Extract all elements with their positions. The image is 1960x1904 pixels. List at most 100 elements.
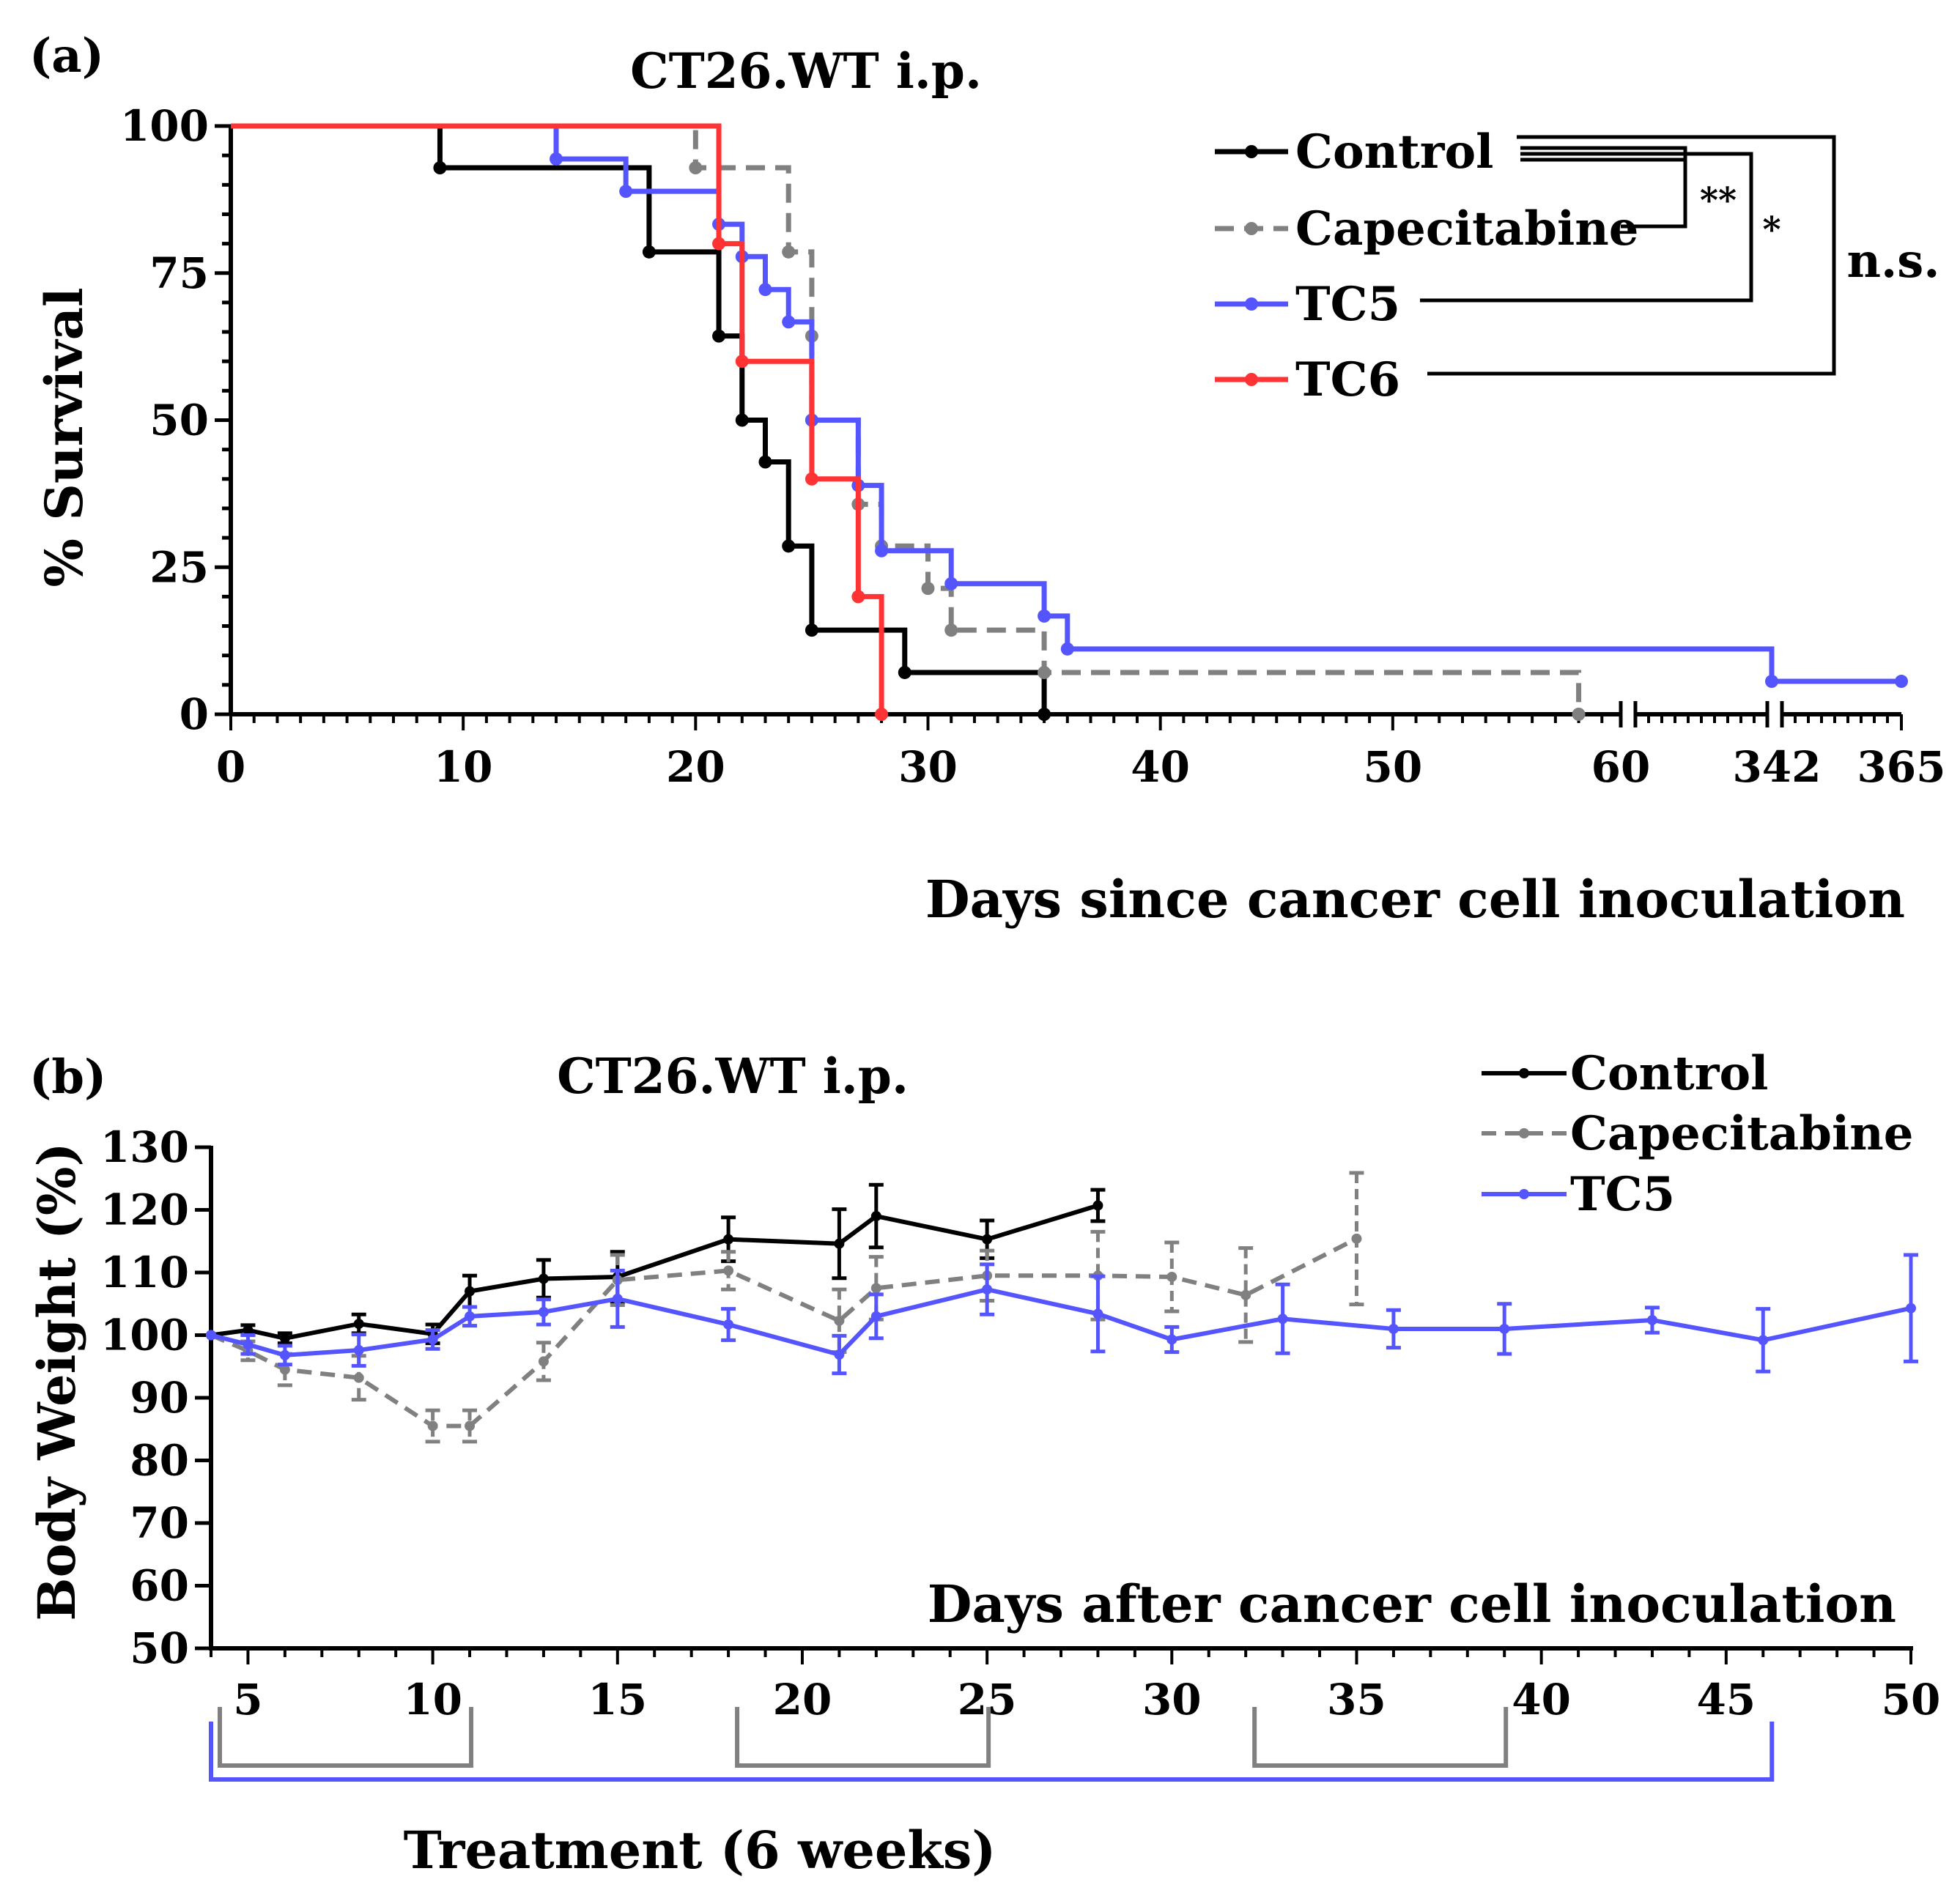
- data-point: [1646, 1314, 1657, 1325]
- survival-point: [433, 161, 447, 175]
- data-point: [538, 1356, 549, 1367]
- a-y-tick-label-25: 25: [149, 542, 209, 592]
- data-point: [834, 1349, 845, 1360]
- legend-marker-control: [1245, 145, 1258, 158]
- panel-b-series: [206, 1171, 1918, 1444]
- survival-point: [944, 623, 958, 637]
- survival-point: [944, 577, 958, 590]
- survival-point: [735, 355, 749, 368]
- survival-point: [712, 237, 726, 251]
- a-y-tick-label-100: 100: [120, 101, 209, 151]
- survival-point: [619, 185, 633, 199]
- panel-b-x-axis-title: Days after cancer cell inoculation: [928, 1574, 1896, 1634]
- treatment-bracket-tc5: [209, 1722, 1775, 1782]
- a-x-tick-label-20: 20: [666, 742, 725, 792]
- legend-label-control: Control: [1295, 125, 1493, 179]
- survival-point: [1038, 665, 1051, 679]
- data-point: [465, 1311, 476, 1322]
- data-point: [206, 1330, 216, 1341]
- survival-point: [550, 152, 563, 166]
- b-x-tick-label-50: 50: [1882, 1675, 1941, 1725]
- series-line-capecitabine: [210, 1237, 1358, 1429]
- data-point: [427, 1420, 438, 1431]
- panel-a-label: (a): [29, 29, 104, 84]
- series-line-capecitabine: [231, 123, 1582, 714]
- series-capecitabine: [206, 1171, 1364, 1444]
- treatment-label: Treatment (6 weeks): [404, 1820, 996, 1881]
- a-x-tick-label-10: 10: [434, 742, 493, 792]
- b-y-tick-label-100: 100: [100, 1311, 189, 1360]
- survival-point: [851, 590, 865, 604]
- survival-point: [689, 161, 703, 175]
- series-line-tc5: [231, 123, 1901, 684]
- data-point: [1351, 1233, 1362, 1244]
- data-point: [1277, 1314, 1288, 1325]
- b-y-tick-label-130: 130: [100, 1122, 189, 1172]
- b-y-tick-label-50: 50: [130, 1623, 189, 1673]
- data-point: [1758, 1335, 1769, 1346]
- legend-marker-tc5: [1519, 1189, 1529, 1199]
- data-point: [982, 1284, 993, 1295]
- bracket-control-tc5: [1420, 152, 1753, 303]
- survival-point: [712, 329, 726, 343]
- significance-label-ns: n.s.: [1846, 234, 1939, 289]
- data-point: [465, 1420, 476, 1431]
- legend-label-control: Control: [1570, 1046, 1768, 1101]
- series-line-tc5: [210, 1287, 1912, 1357]
- survival-point: [1895, 675, 1908, 689]
- series-line-tc6: [231, 123, 884, 714]
- panel-a-title: CT26.WT i.p.: [630, 42, 982, 100]
- data-point: [1240, 1289, 1251, 1300]
- legend-marker-capecitabine: [1519, 1128, 1529, 1138]
- treatment-bracket-capecitabine: [1252, 1707, 1509, 1768]
- survival-point: [758, 455, 772, 469]
- data-point: [723, 1234, 734, 1245]
- survival-point: [805, 623, 818, 637]
- panel-b-y-axis-title: Body Weight (%): [26, 1142, 87, 1620]
- data-point: [353, 1345, 364, 1356]
- data-point: [243, 1339, 254, 1350]
- bracket-control-tc6: [1427, 135, 1836, 376]
- data-point: [538, 1306, 549, 1317]
- legend-marker-tc5: [1245, 297, 1258, 311]
- series-line-control: [210, 1203, 1099, 1341]
- b-y-tick-label-90: 90: [130, 1373, 189, 1423]
- data-point: [427, 1334, 438, 1345]
- survival-point: [642, 245, 656, 259]
- data-point: [465, 1286, 476, 1297]
- survival-point: [898, 665, 911, 679]
- data-point: [243, 1325, 254, 1336]
- panel-a-axes: 0 25 50 75 100 0 10 20 30 40 50 60 342 365: [120, 101, 1946, 792]
- data-point: [870, 1211, 881, 1222]
- series-control: [206, 1182, 1106, 1346]
- data-point: [834, 1238, 845, 1249]
- data-point: [353, 1372, 364, 1383]
- data-point: [870, 1311, 881, 1322]
- legend-marker-control: [1519, 1068, 1529, 1078]
- a-x-tick-label-40: 40: [1131, 742, 1190, 792]
- data-point: [1092, 1308, 1103, 1319]
- data-point: [1092, 1200, 1103, 1211]
- b-y-tick-label-70: 70: [130, 1498, 189, 1548]
- legend-label-tc5: TC5: [1295, 277, 1400, 332]
- significance-label-double-star: **: [1700, 180, 1737, 221]
- a-x-tick-label-60: 60: [1591, 742, 1651, 792]
- data-point: [834, 1315, 845, 1326]
- a-x-tick-label-365: 365: [1857, 742, 1945, 792]
- legend-label-capecitabine: Capecitabine: [1570, 1106, 1914, 1161]
- b-x-tick-label-35: 35: [1327, 1675, 1386, 1725]
- b-x-tick-label-20: 20: [773, 1675, 832, 1725]
- data-point: [279, 1364, 290, 1375]
- b-y-tick-label-60: 60: [130, 1561, 189, 1611]
- survival-point: [782, 245, 796, 259]
- panel-a-series: [231, 123, 1908, 721]
- panel-b-body-weight-chart: (b) CT26.WT i.p. Body Weight (%) Days af…: [26, 1046, 1940, 1881]
- series-tc6: [231, 123, 889, 721]
- data-point: [353, 1319, 364, 1330]
- data-point: [1166, 1271, 1177, 1282]
- data-point: [982, 1234, 993, 1245]
- data-point: [538, 1273, 549, 1284]
- b-x-tick-label-10: 10: [403, 1675, 462, 1725]
- survival-point: [1038, 609, 1051, 623]
